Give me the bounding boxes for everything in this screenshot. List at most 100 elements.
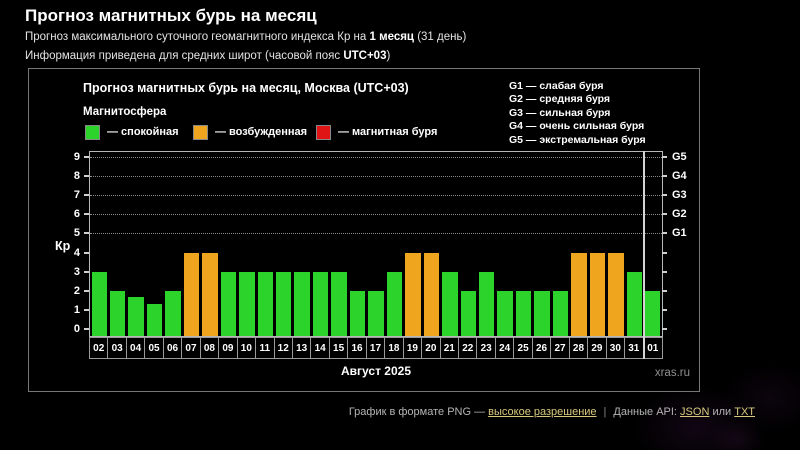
g-axis-label: G1 [672, 227, 687, 240]
kp-bar-07 [183, 252, 200, 336]
g-scale-legend-line: G2 — средняя буря [509, 93, 611, 106]
y-tick-label: 4 [73, 246, 80, 259]
left-axis-tick [84, 328, 89, 330]
kp-bar-23 [478, 271, 495, 336]
kp-bar-26 [534, 290, 550, 336]
y-tick-label: 9 [73, 151, 80, 163]
subtitle-2-suffix: ) [386, 50, 391, 62]
y-tick-label: 6 [73, 208, 80, 221]
kp-bar-15 [331, 271, 347, 336]
date-label-30: 30 [607, 338, 626, 358]
storm-color-swatch [316, 124, 331, 140]
kp-bar-04 [128, 297, 144, 336]
g-scale-legend-line: G4 — очень сильная буря [509, 120, 645, 133]
date-label-16: 16 [348, 338, 367, 358]
date-label-14: 14 [311, 338, 330, 358]
gridline-kp-5 [90, 233, 662, 235]
kp-bar-12 [276, 271, 292, 336]
date-label-22: 22 [459, 338, 478, 358]
kp-bar-08 [202, 252, 218, 336]
right-axis-tick [662, 308, 667, 311]
date-label-19: 19 [404, 338, 423, 358]
kp-bar-22 [460, 290, 476, 336]
kp-bar-29 [589, 252, 606, 336]
date-label-31: 31 [625, 338, 644, 358]
json-api-link[interactable]: JSON [680, 406, 710, 418]
kp-bar-27 [552, 290, 569, 336]
left-axis-tick [84, 232, 89, 235]
date-label-26: 26 [533, 338, 552, 358]
y-tick-label: 3 [73, 265, 80, 278]
date-label-09: 09 [219, 338, 238, 358]
page-title: Прогноз магнитных бурь на месяц [25, 6, 317, 25]
date-label-17: 17 [367, 338, 386, 358]
date-label-08: 08 [201, 338, 220, 358]
kp-bar-17 [368, 290, 384, 336]
date-label-15: 15 [330, 338, 349, 358]
y-tick-label: 7 [73, 189, 80, 202]
date-label-01: 01 [647, 342, 659, 354]
gridline-kp-7 [90, 195, 662, 197]
legend-item-label: — спокойная [107, 126, 179, 138]
subtitle-1-bold: 1 месяц [369, 31, 415, 43]
right-axis-tick [662, 156, 667, 158]
g-scale-legend-line: G5 — экстремальная буря [509, 133, 646, 146]
right-axis-tick [662, 289, 667, 292]
y-tick-label: 5 [73, 227, 80, 240]
date-label-03: 03 [108, 338, 127, 358]
g-axis-label: G5 [672, 151, 687, 163]
kp-bar-28 [571, 252, 587, 336]
plot-area: 0 1 2 3 4 5 6 7 8 9 G1 G2 G3 G4 G5 [74, 151, 687, 337]
left-axis-tick [84, 251, 89, 254]
high-resolution-link[interactable]: высокое разрешение [488, 406, 597, 418]
right-axis-tick [662, 194, 667, 197]
date-label-06: 06 [164, 338, 183, 358]
date-label-25: 25 [514, 338, 533, 358]
date-label-29: 29 [588, 338, 607, 358]
date-label-21: 21 [441, 338, 460, 358]
kp-bar-25 [515, 290, 532, 336]
kp-bar-30 [608, 252, 624, 336]
date-label-27: 27 [551, 338, 570, 358]
page-subtitle-1: Прогноз максимального суточного геомагни… [25, 31, 466, 43]
legend-item-quiet: — спокойная [85, 124, 179, 140]
chart-title: Прогноз магнитных бурь на месяц, Москва … [83, 81, 409, 95]
subtitle-2-text: Информация приведена для средних широт (… [25, 50, 344, 62]
kp-bar-10 [239, 271, 255, 336]
date-label-07: 07 [182, 338, 201, 358]
date-label-13: 13 [293, 338, 312, 358]
kp-bar-05 [146, 303, 163, 336]
date-label-05: 05 [145, 338, 164, 358]
left-axis-tick [84, 270, 89, 273]
date-label-20: 20 [422, 338, 441, 358]
footer-text: Данные API: [613, 406, 681, 418]
excited-color-swatch [193, 124, 208, 140]
kp-bar-02 [91, 271, 107, 336]
page-subtitle-2: Информация приведена для средних широт (… [25, 50, 390, 62]
date-label-02: 02 [90, 338, 109, 358]
subtitle-2-bold: UTC+03 [343, 50, 387, 62]
txt-api-link[interactable]: TXT [734, 406, 755, 418]
right-axis-tick [662, 251, 667, 254]
right-axis-tick [662, 232, 667, 235]
subtitle-1-text: Прогноз максимального суточного геомагни… [25, 31, 370, 43]
left-axis-tick [84, 213, 89, 216]
left-axis-tick [84, 156, 89, 158]
legend-title: Магнитосфера [83, 106, 167, 118]
footer-text: График в формате PNG — [348, 406, 489, 418]
date-label-28: 28 [570, 338, 589, 358]
kp-bar-20 [423, 252, 440, 336]
g-scale-legend: G1 — слабая буря G2 — средняя буря G3 — … [509, 80, 646, 147]
footer-text: или [709, 406, 735, 418]
kp-bar-13 [294, 271, 310, 336]
kp-bar-19 [405, 252, 421, 336]
left-axis-tick [84, 308, 89, 311]
date-label-04: 04 [127, 338, 146, 358]
date-label-10: 10 [238, 338, 257, 358]
left-axis-tick [84, 175, 89, 178]
gridline-kp-9 [90, 157, 662, 158]
right-axis-tick [662, 213, 667, 216]
subtitle-1-suffix: (31 день) [414, 31, 467, 43]
kp-bar-14 [312, 271, 329, 336]
footer-links-bar: График в формате PNG — высокое разрешени… [349, 406, 755, 418]
